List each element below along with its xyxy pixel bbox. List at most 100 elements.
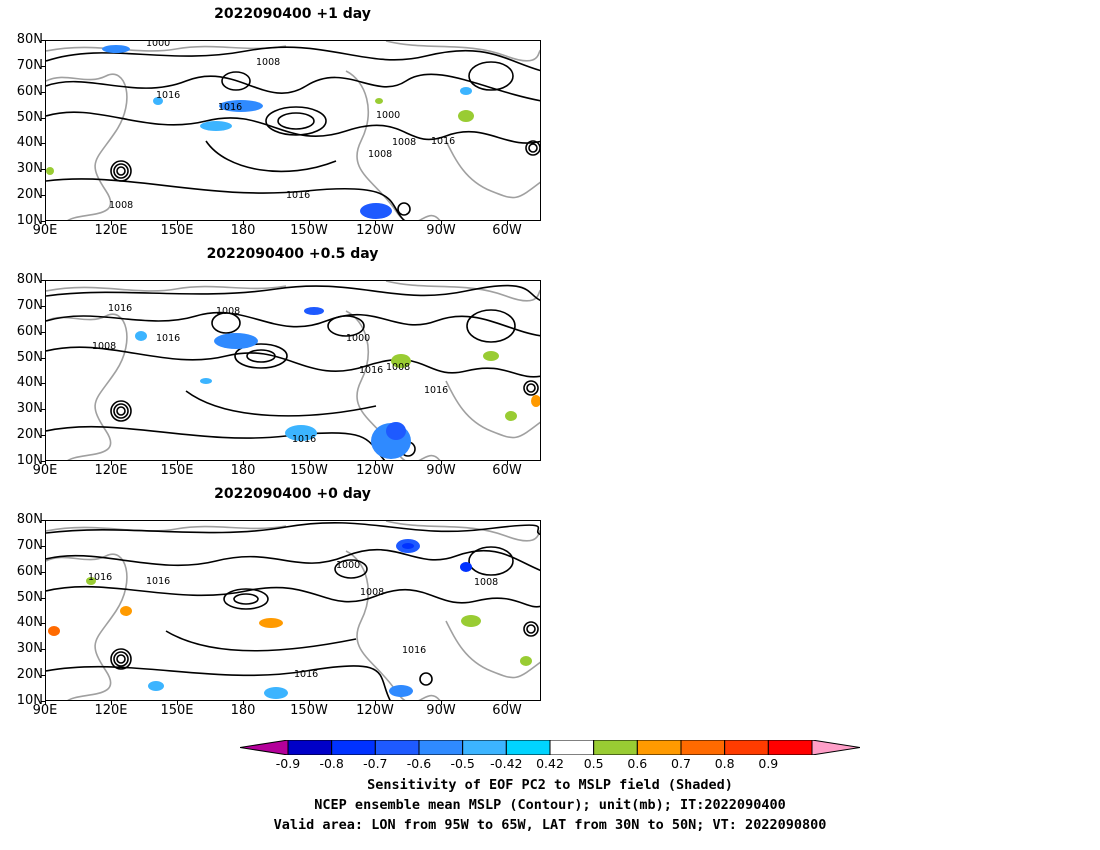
lon-tick-label: 120E [94, 703, 128, 718]
lon-tick-label: 90W [426, 223, 456, 238]
colorbar-segment [767, 739, 813, 756]
lon-tick-label: 150E [160, 703, 194, 718]
contour-label: 1016 [156, 90, 180, 101]
colorbar-level-label: 0.8 [714, 756, 735, 771]
lon-tick-mark [309, 701, 310, 705]
lon-tick-mark [507, 221, 508, 225]
mslp-contour-layer [46, 46, 540, 220]
lat-tick-mark [41, 409, 45, 411]
colorbar [239, 739, 861, 756]
contour-label-layer: 1000 1008 1016 1016 1000 1008 1008 1016 … [109, 41, 455, 211]
lon-tick-label: 180 [230, 463, 256, 478]
lat-tick-label: 50N [16, 109, 43, 125]
panel-title-1: 2022090400 +1 day [214, 6, 371, 22]
colorbar-triangle-left [239, 739, 289, 756]
map-panel-1: 1000 1008 1016 1016 1000 1008 1008 1016 … [45, 40, 541, 221]
contour-label: 1016 [146, 576, 170, 587]
lat-tick-mark [41, 675, 45, 677]
lat-tick-mark [41, 649, 45, 651]
contour-label: 1016 [402, 645, 426, 656]
colorbar-segment [287, 739, 333, 756]
lat-tick-mark [41, 623, 45, 625]
mslp-contour-layer [46, 521, 540, 700]
lon-tick-mark [111, 461, 112, 465]
contour-label: 1000 [346, 333, 370, 344]
contour-label: 1008 [256, 57, 280, 68]
colorbar-segment [680, 739, 726, 756]
lat-tick-mark [41, 357, 45, 359]
map-svg-3: 1016 1016 1000 1008 1008 1016 1016 [46, 521, 540, 700]
colorbar-level-label: -0.5 [450, 756, 475, 771]
colorbar-level-label: -0.6 [406, 756, 432, 771]
contour-label: 1008 [360, 587, 384, 598]
map-svg-2: 1016 1008 1016 1008 1000 1016 1008 1016 … [46, 281, 540, 460]
colorbar-segment [462, 739, 507, 756]
lon-tick-label: 120E [94, 463, 128, 478]
colorbar-segment [418, 739, 464, 756]
sensitivity-shading [48, 539, 532, 699]
lat-tick-mark [41, 65, 45, 67]
lon-tick-mark [507, 461, 508, 465]
caption-line-3: Valid area: LON from 95W to 65W, LAT fro… [273, 817, 827, 833]
contour-label: 1008 [368, 149, 392, 160]
lat-tick-label: 60N [16, 83, 43, 99]
contour-label: 1008 [109, 200, 133, 211]
contour-label: 1008 [92, 341, 116, 352]
lon-tick-mark [111, 701, 112, 705]
lon-tick-label: 120W [356, 223, 394, 238]
contour-label: 1008 [386, 362, 410, 373]
lon-tick-label: 90W [426, 703, 456, 718]
colorbar-segment [724, 739, 769, 756]
lon-tick-mark [507, 701, 508, 705]
coastline-layer [46, 521, 540, 700]
lon-tick-label: 150W [290, 223, 328, 238]
lat-tick-mark [41, 280, 45, 281]
contour-label: 1016 [292, 434, 316, 445]
lon-tick-mark [309, 461, 310, 465]
lat-tick-label: 50N [16, 349, 43, 365]
contour-label: 1016 [88, 572, 112, 583]
lat-tick-label: 80N [16, 32, 43, 47]
colorbar-level-label: 0.42 [536, 756, 564, 771]
lat-tick-mark [41, 40, 45, 41]
lon-tick-label: 120W [356, 463, 394, 478]
lon-tick-label: 150E [160, 463, 194, 478]
map-panel-3: 1016 1016 1000 1008 1008 1016 1016 [45, 520, 541, 701]
colorbar-level-label: -0.9 [275, 756, 301, 771]
lon-tick-label: 150W [290, 463, 328, 478]
contour-label: 1008 [392, 137, 416, 148]
lat-tick-label: 60N [16, 563, 43, 579]
colorbar-segment [505, 739, 551, 756]
lat-tick-mark [41, 195, 45, 197]
sensitivity-shading [46, 45, 474, 219]
lon-tick-mark [243, 221, 244, 225]
caption-line-1: Sensitivity of EOF PC2 to MSLP field (Sh… [367, 777, 733, 793]
lat-tick-mark [41, 169, 45, 171]
lat-tick-mark [41, 383, 45, 385]
lat-tick-mark [41, 461, 45, 462]
lat-tick-label: 50N [16, 589, 43, 605]
map-panel-2: 1016 1008 1016 1008 1000 1016 1008 1016 … [45, 280, 541, 461]
lon-tick-mark [375, 701, 376, 705]
lat-tick-label: 30N [16, 161, 43, 177]
lon-tick-mark [375, 221, 376, 225]
lat-tick-label: 20N [16, 667, 43, 683]
lat-tick-mark [41, 571, 45, 573]
colorbar-segment [374, 739, 420, 756]
lon-tick-mark [177, 221, 178, 225]
contour-label: 1008 [474, 577, 498, 588]
colorbar-segment [636, 739, 682, 756]
lat-tick-label: 20N [16, 427, 43, 443]
colorbar-svg [239, 739, 861, 756]
contour-label: 1016 [294, 669, 318, 680]
lat-tick-label: 10N [16, 453, 43, 468]
lon-tick-mark [45, 701, 46, 705]
lat-tick-mark [41, 435, 45, 437]
lon-tick-mark [45, 461, 46, 465]
lat-tick-mark [41, 221, 45, 222]
colorbar-level-label: 0.9 [758, 756, 779, 771]
colorbar-level-label: -0.7 [363, 756, 388, 771]
lat-tick-label: 40N [16, 375, 43, 391]
lon-tick-label: 150E [160, 223, 194, 238]
colorbar-level-label: 0.6 [627, 756, 648, 771]
